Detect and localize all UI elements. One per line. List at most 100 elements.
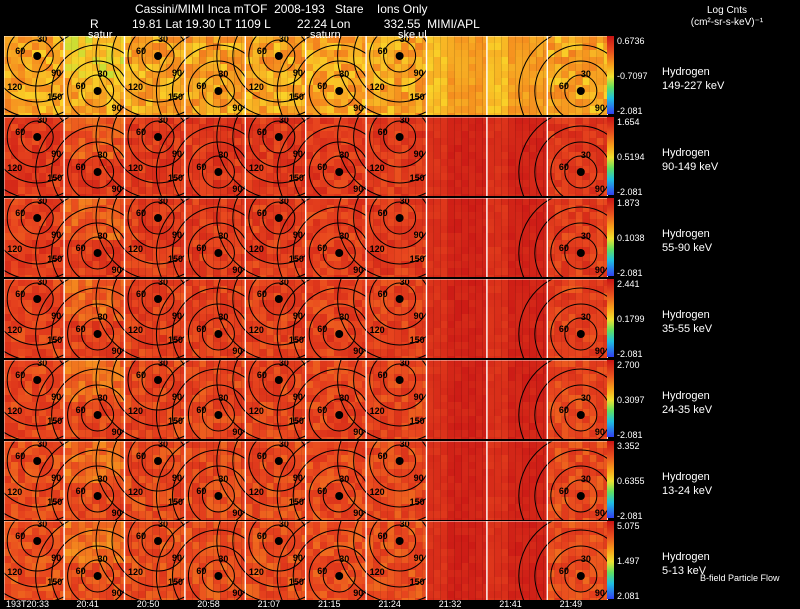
colorbar-min: -2.081 xyxy=(617,106,643,116)
saturn-marker xyxy=(93,410,102,419)
saturn-marker xyxy=(154,375,163,384)
contour-label: 120 xyxy=(370,244,385,254)
contour-label: 90 xyxy=(353,184,363,194)
contour-label: 120 xyxy=(7,487,22,497)
contour-label: 30 xyxy=(279,521,289,529)
time-tick-label: 20:41 xyxy=(76,599,99,609)
contour-label: 120 xyxy=(7,82,22,92)
contour-label: 30 xyxy=(37,117,47,125)
contour-label: 90 xyxy=(112,427,122,437)
field-contour xyxy=(564,236,598,270)
energy-row-image: 30 60 90 120 150 30 60 90 120 150 30 60 90 120 150 30 60… xyxy=(4,521,608,601)
contour-label: 120 xyxy=(128,82,143,92)
saturn-marker xyxy=(576,491,585,500)
contour-label: 90 xyxy=(353,427,363,437)
footer-label: B-field Particle Flow xyxy=(700,573,780,583)
contour-label: 60 xyxy=(559,81,569,91)
contour-label: 120 xyxy=(128,487,143,497)
contour-label: 90 xyxy=(112,184,122,194)
contour-label: 90 xyxy=(414,230,424,240)
colorbar-max: 3.352 xyxy=(617,440,640,451)
image-frame xyxy=(486,116,551,196)
image-frame xyxy=(486,521,551,601)
contour-label: 30 xyxy=(218,150,228,160)
saturn-marker xyxy=(395,294,404,303)
contour-label: 150 xyxy=(410,92,425,102)
field-contour xyxy=(550,384,608,439)
saturn-marker xyxy=(576,87,585,95)
colorbar-max: 5.075 xyxy=(617,521,640,532)
colorbar-min: -2.081 xyxy=(617,348,643,359)
field-contour xyxy=(81,559,115,593)
contour-label: 90 xyxy=(414,473,424,483)
colorbar xyxy=(607,440,614,519)
contour-label: 120 xyxy=(128,244,143,254)
contour-label: 150 xyxy=(289,497,304,507)
field-contour xyxy=(141,39,175,73)
contour-label: 30 xyxy=(400,441,410,449)
saturn-marker xyxy=(274,294,283,303)
contour-label: 60 xyxy=(76,566,86,576)
contour-label: 60 xyxy=(15,127,25,137)
colorbar-mid: 1.497 xyxy=(617,556,640,567)
field-contour xyxy=(20,524,54,558)
contour-label: 90 xyxy=(112,508,122,518)
saturn-marker xyxy=(214,491,223,500)
field-contour xyxy=(564,155,598,189)
saturn-marker xyxy=(395,537,404,546)
contour-label: 60 xyxy=(196,81,206,91)
contour-label: 60 xyxy=(559,486,569,496)
contour-label: 30 xyxy=(581,231,591,241)
saturn-marker xyxy=(93,167,102,176)
saturn-marker xyxy=(395,213,404,222)
contour-label: 30 xyxy=(98,231,108,241)
contour-label: 120 xyxy=(370,163,385,173)
contour-label: 90 xyxy=(353,588,363,598)
image-frame xyxy=(426,359,490,439)
contour-label: 30 xyxy=(279,279,289,287)
species-label: Hydrogen xyxy=(662,308,710,321)
contour-label: 60 xyxy=(136,451,146,461)
contour-label: 60 xyxy=(378,531,388,541)
contour-label: 30 xyxy=(98,474,108,484)
field-contour xyxy=(322,317,356,351)
contour-label: 60 xyxy=(257,451,267,461)
contour-label: 90 xyxy=(51,311,61,321)
field-contour xyxy=(518,278,554,358)
saturn-marker xyxy=(93,329,102,338)
field-contour xyxy=(550,545,608,601)
contour-label: 90 xyxy=(51,149,61,159)
contour-label: 30 xyxy=(400,521,410,529)
field-contour xyxy=(81,479,115,512)
contour-label: 90 xyxy=(414,68,424,78)
saturn-marker xyxy=(274,213,283,222)
colorbar-mid: -0.7097 xyxy=(617,71,648,81)
colorbar-mid: 0.5194 xyxy=(617,151,645,162)
contour-label: 30 xyxy=(158,117,168,125)
contour-label: 60 xyxy=(317,405,327,415)
colorbar-max: 1.873 xyxy=(617,197,640,208)
saturn-marker xyxy=(33,537,42,546)
field-contour xyxy=(534,44,608,115)
field-contour xyxy=(262,201,296,235)
time-tick-label: 21:07 xyxy=(257,599,281,609)
field-contour xyxy=(20,39,54,73)
saturn-marker xyxy=(214,410,223,419)
contour-label: 60 xyxy=(378,451,388,461)
contour-label: 30 xyxy=(400,360,410,368)
field-contour xyxy=(534,449,608,520)
contour-label: 60 xyxy=(136,370,146,380)
field-contour xyxy=(20,444,54,477)
ephemeris-info: R 19.81 Lat 19.30 LT 1109 L 22.24 Lon 33… xyxy=(90,17,480,31)
contour-label: 120 xyxy=(7,163,22,173)
contour-label: 60 xyxy=(15,370,25,380)
field-contour xyxy=(262,363,296,397)
energy-range-label: 24-35 keV xyxy=(662,403,713,416)
saturn-marker xyxy=(93,248,102,257)
contour-label: 150 xyxy=(289,577,304,587)
